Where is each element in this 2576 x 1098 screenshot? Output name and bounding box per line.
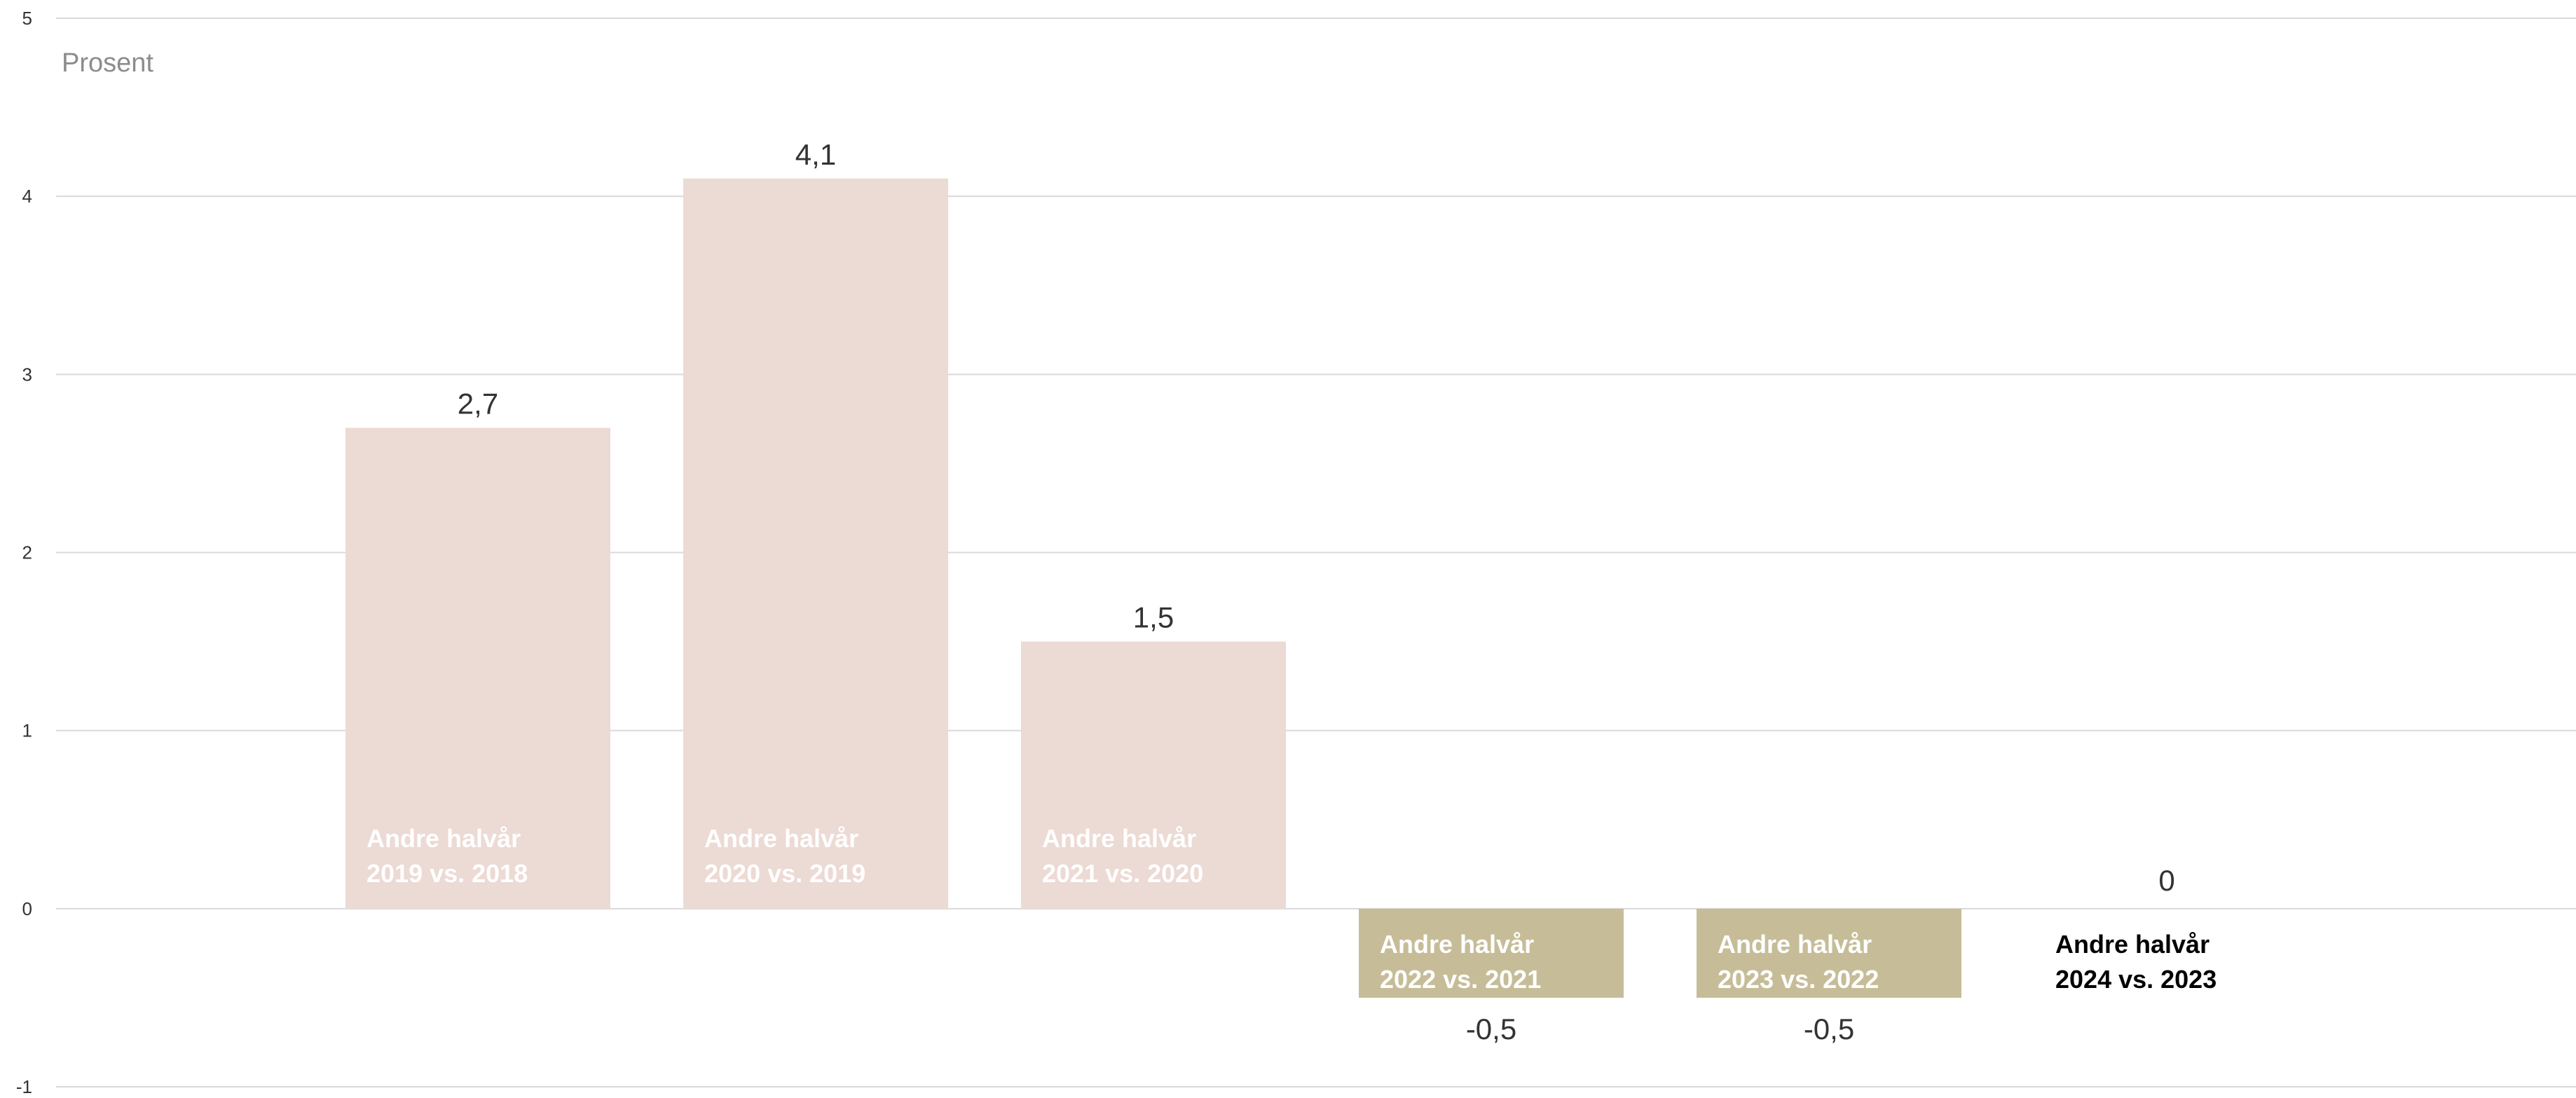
y-unit-label: Prosent (62, 48, 153, 78)
y-tick-label: 0 (22, 898, 32, 919)
bar (683, 178, 948, 909)
y-tick-label: 1 (22, 720, 32, 741)
y-tick-label: 2 (22, 542, 32, 563)
bar (345, 427, 610, 909)
category-label: Andre halvår (366, 824, 521, 853)
category-label: 2019 vs. 2018 (366, 859, 528, 888)
bar (1697, 908, 1961, 998)
bar (1359, 908, 1624, 998)
category-label: Andre halvår (1380, 930, 1534, 959)
y-tick-label: -1 (16, 1076, 32, 1097)
bars (345, 178, 1961, 998)
data-label: 4,1 (795, 138, 836, 171)
category-label: Andre halvår (2055, 930, 2210, 959)
category-label: Andre halvår (1718, 930, 1872, 959)
labels: 2,7 Andre halvår 2019 vs. 2018 4,1 Andre hal… (366, 138, 2217, 1045)
y-tick-label: 5 (22, 8, 32, 29)
data-label: 2,7 (458, 387, 498, 420)
y-axis: -1 0 1 2 3 4 5 (16, 8, 32, 1097)
bar (1021, 641, 1286, 909)
category-label: 2020 vs. 2019 (704, 859, 865, 888)
data-label: -0,5 (1466, 1013, 1516, 1045)
data-label: 1,5 (1133, 601, 1174, 634)
category-label: Andre halvår (1042, 824, 1196, 853)
data-label: 0 (2158, 864, 2174, 897)
category-label: Andre halvår (704, 824, 858, 853)
y-tick-label: 3 (22, 364, 32, 385)
category-label: 2024 vs. 2023 (2055, 965, 2217, 994)
data-label: -0,5 (1804, 1013, 1854, 1045)
category-label: 2021 vs. 2020 (1042, 859, 1203, 888)
y-tick-label: 4 (22, 186, 32, 207)
category-label: 2023 vs. 2022 (1718, 965, 1879, 994)
category-label: 2022 vs. 2021 (1380, 965, 1541, 994)
